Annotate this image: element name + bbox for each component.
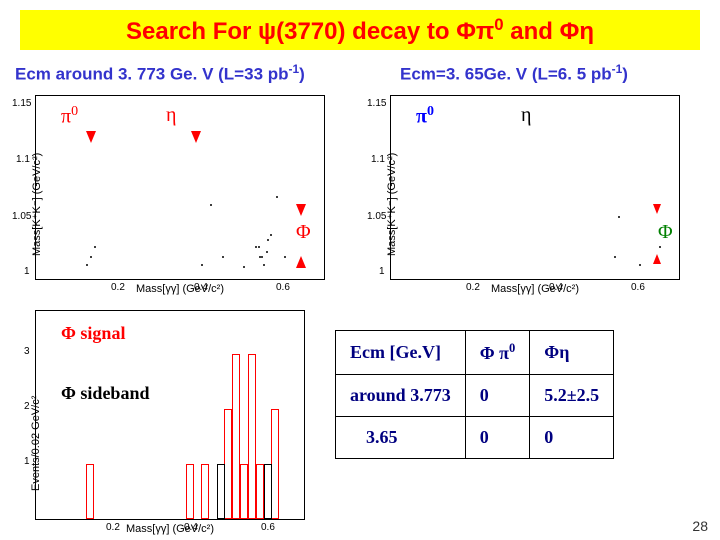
table-row: 3.65 0 0 — [336, 417, 614, 459]
page-number: 28 — [692, 518, 708, 534]
legend-signal: Φ signal — [61, 323, 125, 344]
table-cell: around 3.773 — [336, 375, 466, 417]
tick: 1 — [379, 266, 385, 277]
annot-phi-left: Φ — [296, 221, 311, 244]
annot-eta-right: η — [521, 104, 531, 127]
tick: 1.05 — [367, 211, 386, 222]
tick: 1.1 — [16, 154, 30, 165]
tick: 0.2 — [466, 282, 480, 293]
tick: 0.6 — [276, 282, 290, 293]
xlabel-left: Mass[γγ] (GeV/c²) — [136, 283, 224, 295]
arrow-icon — [653, 254, 661, 264]
tick: 0.2 — [106, 522, 120, 533]
tick: 1.05 — [12, 211, 31, 222]
arrow-icon — [191, 131, 201, 143]
ylabel-right: Mass[K⁺K⁻] (GeV/c²) — [385, 153, 398, 256]
histogram-plot: Events/0.02 GeV/c² Mass[γγ] (GeV/c²) 3 2… — [35, 310, 305, 520]
slide-title-bar: Search For ψ(3770) decay to Φπ0 and Φη — [20, 10, 700, 50]
caption-right: Ecm=3. 65Ge. V (L=6. 5 pb-1) — [400, 62, 628, 85]
table-row: around 3.773 0 5.2±2.5 — [336, 375, 614, 417]
tick: 0.4 — [549, 282, 563, 293]
annot-phi-right: Φ — [658, 221, 673, 244]
table-cell: 0 — [465, 375, 530, 417]
tick: 2 — [24, 401, 30, 412]
arrow-icon — [653, 204, 661, 214]
tick: 3 — [24, 346, 30, 357]
table-cell: 5.2±2.5 — [530, 375, 614, 417]
table-header: Ecm [Ge.V] — [336, 331, 466, 375]
ylabel-hist: Events/0.02 GeV/c² — [30, 396, 42, 491]
slide-title: Search For ψ(3770) decay to Φπ0 and Φη — [126, 15, 594, 46]
tick: 0.6 — [631, 282, 645, 293]
results-table: Ecm [Ge.V] Φ π0 Φη around 3.773 0 5.2±2.… — [335, 330, 614, 459]
tick: 0.4 — [194, 282, 208, 293]
legend-sideband: Φ sideband — [61, 383, 149, 404]
tick: 1.15 — [367, 98, 386, 109]
table-cell: 0 — [530, 417, 614, 459]
tick: 0.6 — [261, 522, 275, 533]
annot-pi0-left: π0 — [61, 104, 78, 129]
scatter-plot-right: Mass[K⁺K⁻] (GeV/c²) Mass[γγ] (GeV/c²) 1.… — [390, 95, 680, 280]
tick: 1.15 — [12, 98, 31, 109]
tick: 1.1 — [371, 154, 385, 165]
xlabel-hist: Mass[γγ] (GeV/c²) — [126, 523, 214, 535]
annot-pi0-right: π0 — [416, 104, 434, 129]
arrow-icon — [296, 256, 306, 268]
ylabel-left: Mass[K⁺K⁻] (GeV/c²) — [30, 153, 43, 256]
table-cell: 0 — [465, 417, 530, 459]
table-header: Φ π0 — [465, 331, 530, 375]
scatter-plot-left: Mass[K⁺K⁻] (GeV/c²) Mass[γγ] (GeV/c²) 1.… — [35, 95, 325, 280]
table-row: Ecm [Ge.V] Φ π0 Φη — [336, 331, 614, 375]
tick: 1 — [24, 266, 30, 277]
xlabel-right: Mass[γγ] (GeV/c²) — [491, 283, 579, 295]
arrow-icon — [86, 131, 96, 143]
table-header: Φη — [530, 331, 614, 375]
arrow-icon — [296, 204, 306, 216]
tick: 0.4 — [184, 522, 198, 533]
table-cell: 3.65 — [336, 417, 466, 459]
tick: 0.2 — [111, 282, 125, 293]
annot-eta-left: η — [166, 104, 176, 127]
caption-left: Ecm around 3. 773 Ge. V (L=33 pb-1) — [15, 62, 305, 85]
tick: 1 — [24, 456, 30, 467]
